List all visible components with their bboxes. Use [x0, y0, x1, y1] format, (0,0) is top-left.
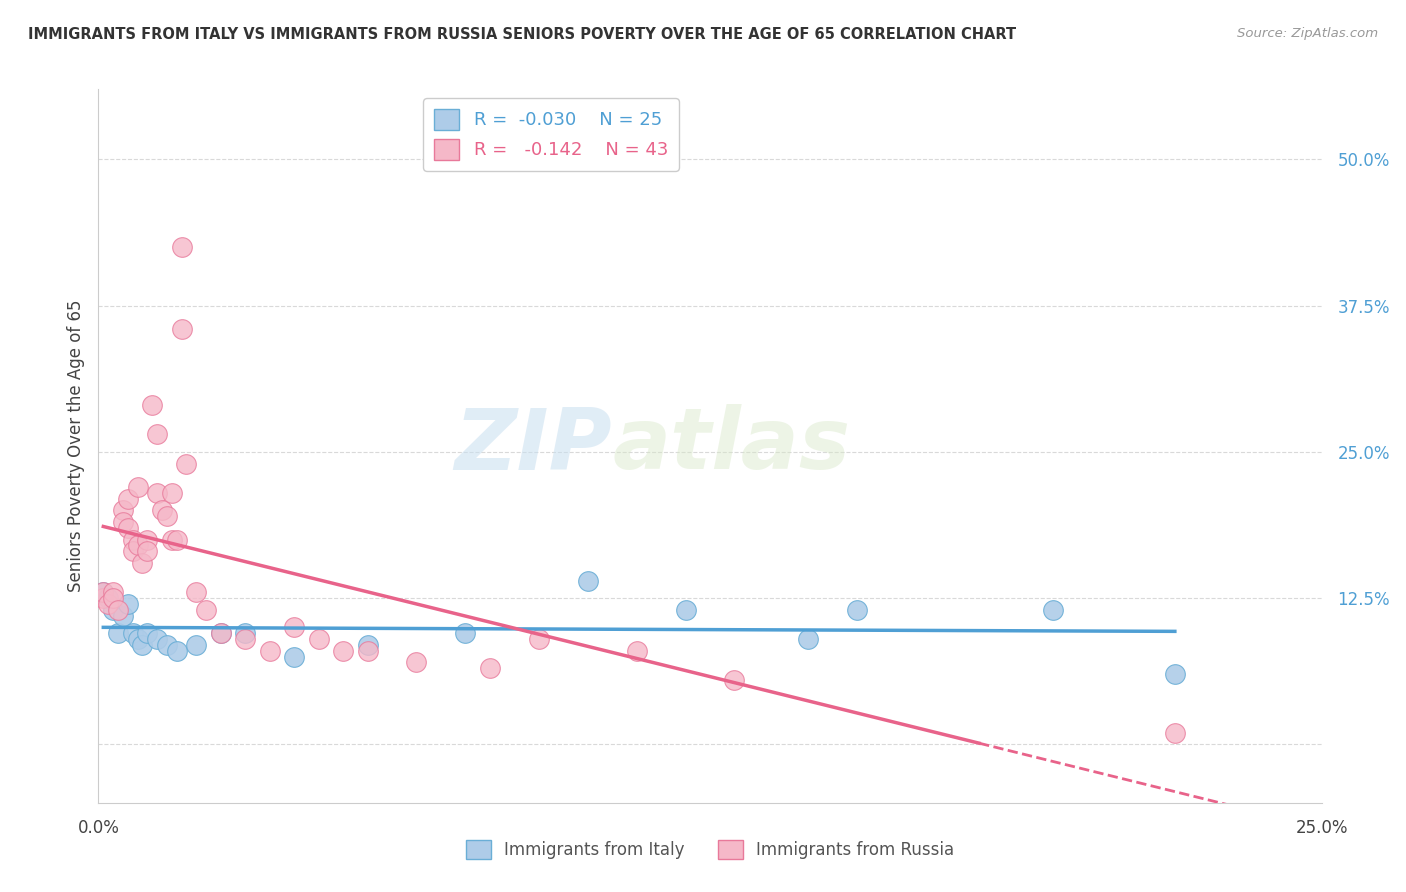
Point	[131, 556, 153, 570]
Point	[160, 533, 183, 547]
Point	[136, 533, 159, 547]
Point	[195, 603, 218, 617]
Point	[405, 656, 427, 670]
Point	[101, 585, 124, 599]
Point	[117, 521, 139, 535]
Text: IMMIGRANTS FROM ITALY VS IMMIGRANTS FROM RUSSIA SENIORS POVERTY OVER THE AGE OF : IMMIGRANTS FROM ITALY VS IMMIGRANTS FROM…	[28, 27, 1017, 42]
Point	[101, 603, 124, 617]
Point	[156, 509, 179, 524]
Point	[233, 626, 256, 640]
Point	[209, 626, 232, 640]
Text: ZIP: ZIP	[454, 404, 612, 488]
Point	[845, 603, 868, 617]
Point	[127, 538, 149, 552]
Point	[131, 638, 153, 652]
Point	[1164, 725, 1187, 739]
Point	[160, 485, 183, 500]
Point	[626, 644, 648, 658]
Point	[356, 638, 378, 652]
Point	[146, 485, 169, 500]
Point	[91, 585, 114, 599]
Point	[576, 574, 599, 588]
Text: atlas: atlas	[612, 404, 851, 488]
Point	[127, 480, 149, 494]
Text: Source: ZipAtlas.com: Source: ZipAtlas.com	[1237, 27, 1378, 40]
Point	[723, 673, 745, 687]
Point	[209, 626, 232, 640]
Point	[107, 626, 129, 640]
Point	[166, 533, 188, 547]
Point	[121, 533, 143, 547]
Point	[91, 585, 114, 599]
Point	[1164, 667, 1187, 681]
Point	[117, 491, 139, 506]
Point	[478, 661, 501, 675]
Point	[121, 626, 143, 640]
Y-axis label: Seniors Poverty Over the Age of 65: Seniors Poverty Over the Age of 65	[66, 300, 84, 592]
Point	[170, 240, 193, 254]
Point	[283, 620, 305, 634]
Point	[91, 591, 114, 605]
Point	[1042, 603, 1064, 617]
Point	[186, 638, 208, 652]
Point	[121, 544, 143, 558]
Point	[233, 632, 256, 646]
Point	[797, 632, 820, 646]
Point	[97, 591, 120, 605]
Point	[186, 585, 208, 599]
Point	[332, 644, 354, 658]
Point	[308, 632, 330, 646]
Point	[101, 591, 124, 605]
Point	[259, 644, 281, 658]
Point	[127, 632, 149, 646]
Point	[454, 626, 477, 640]
Point	[111, 503, 134, 517]
Point	[170, 322, 193, 336]
Point	[136, 544, 159, 558]
Point	[136, 626, 159, 640]
Point	[675, 603, 697, 617]
Point	[107, 603, 129, 617]
Point	[283, 649, 305, 664]
Point	[111, 608, 134, 623]
Point	[176, 457, 198, 471]
Point	[156, 638, 179, 652]
Point	[527, 632, 550, 646]
Point	[111, 515, 134, 529]
Point	[356, 644, 378, 658]
Point	[117, 597, 139, 611]
Point	[150, 503, 173, 517]
Point	[166, 644, 188, 658]
Point	[97, 597, 120, 611]
Point	[146, 427, 169, 442]
Point	[146, 632, 169, 646]
Legend: Immigrants from Italy, Immigrants from Russia: Immigrants from Italy, Immigrants from R…	[458, 833, 962, 866]
Point	[141, 398, 163, 412]
